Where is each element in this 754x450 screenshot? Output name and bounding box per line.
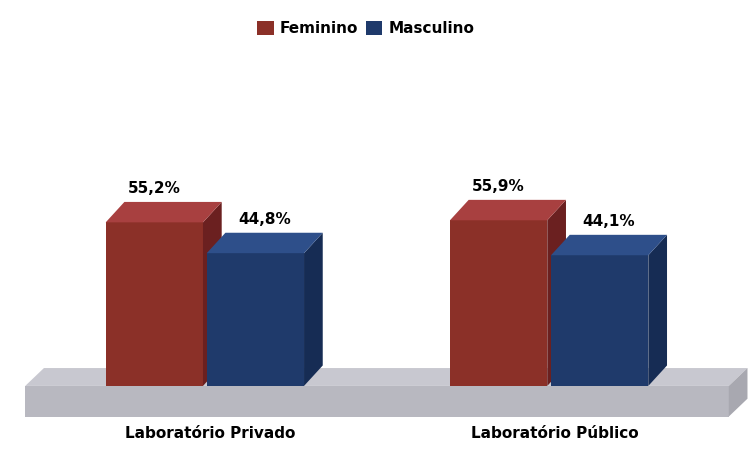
Polygon shape [25,368,747,386]
Polygon shape [729,368,747,417]
Polygon shape [106,202,222,222]
Text: 44,8%: 44,8% [238,212,291,227]
Bar [257,21,274,36]
Text: Laboratório Público: Laboratório Público [471,426,639,441]
Polygon shape [450,220,547,386]
Polygon shape [304,233,323,386]
Text: Masculino: Masculino [388,21,474,36]
Polygon shape [203,202,222,386]
Polygon shape [551,235,667,255]
Text: 44,1%: 44,1% [583,214,636,229]
Bar [366,21,382,36]
Polygon shape [450,200,566,220]
Text: Laboratório Privado: Laboratório Privado [125,426,296,441]
Polygon shape [207,233,323,253]
Text: 55,9%: 55,9% [472,179,525,194]
Polygon shape [25,386,729,417]
Text: Feminino: Feminino [280,21,358,36]
Polygon shape [648,235,667,386]
Polygon shape [551,255,648,386]
Polygon shape [106,222,203,386]
Polygon shape [207,253,304,386]
Polygon shape [547,200,566,386]
Text: 55,2%: 55,2% [128,181,181,196]
